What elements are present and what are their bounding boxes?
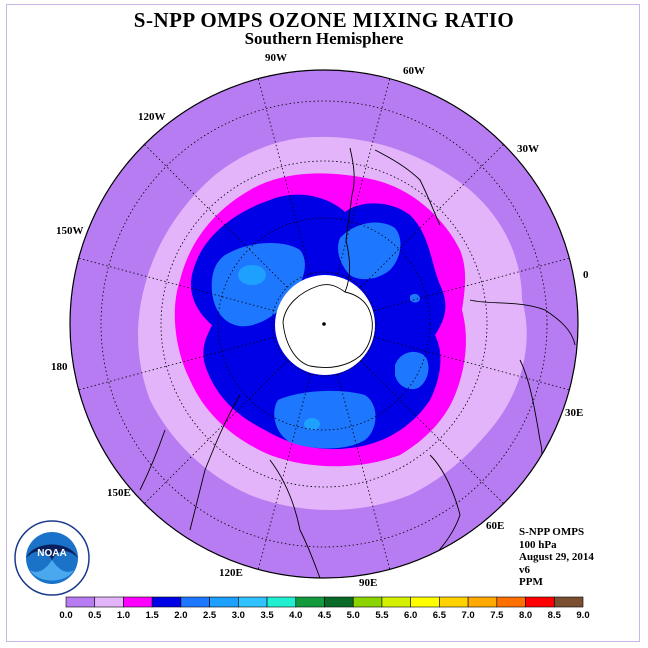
meridian-line <box>144 360 288 504</box>
meridian-line <box>374 257 570 311</box>
colorbar-tick-label: 5.0 <box>347 610 360 621</box>
lon-label-60e: 60E <box>486 520 504 532</box>
colorbar-tick-label: 9.0 <box>576 610 589 621</box>
colorbar-swatch <box>94 596 124 608</box>
colorbar-tick-label: 1.5 <box>146 610 160 621</box>
lon-label-150w: 150W <box>56 225 84 237</box>
colorbar-swatch <box>439 596 469 608</box>
colorbar-tick-label: 6.0 <box>404 610 417 621</box>
meridian-line <box>360 360 504 504</box>
noaa-logo-icon: NOAA <box>14 520 90 596</box>
colorbar-tick-label: 3.0 <box>232 610 245 621</box>
meridian-line <box>78 257 274 311</box>
info-block: S-NPP OMPS 100 hPa August 29, 2014 v6 PP… <box>519 526 594 589</box>
band-2.5-3.0-west <box>238 265 266 285</box>
meridians <box>78 78 570 570</box>
globe-outline <box>69 69 579 579</box>
lon-label-90w: 90W <box>265 52 287 64</box>
info-units: PPM <box>519 576 543 588</box>
colorbar-tick-label: 2.5 <box>203 610 217 621</box>
coastlines <box>139 147 576 578</box>
colorbar-tick-label: 0.5 <box>88 610 102 621</box>
colorbar-swatch <box>467 596 498 608</box>
colorbar-tick-label: 3.5 <box>260 610 274 621</box>
latitude-circles <box>100 100 548 548</box>
figure-frame <box>6 4 640 642</box>
lon-label-60w: 60W <box>403 65 425 77</box>
meridian-line <box>144 144 288 288</box>
meridian-line <box>78 337 274 391</box>
colorbar-swatch <box>180 596 210 608</box>
south-pole-marker <box>322 322 326 326</box>
colorbar-swatch <box>266 596 297 608</box>
meridian-line <box>337 374 391 570</box>
map-title: S-NPP OMPS OZONE MIXING RATIO <box>133 8 515 32</box>
lon-label-0: 0 <box>583 269 589 281</box>
colorbar: 0.0 0.5 1.0 1.5 2.0 2.5 3.0 3.5 4.0 4.5 5.0 5.5 6.0 6… <box>59 596 590 621</box>
info-date: August 29, 2014 <box>519 551 594 563</box>
info-instrument: S-NPP OMPS <box>519 526 585 538</box>
lon-label-30e: 30E <box>565 407 583 419</box>
colorbar-swatch <box>352 596 383 608</box>
colorbar-tick-label: 8.0 <box>519 610 532 621</box>
colorbar-swatch <box>151 596 182 608</box>
colorbar-tick-label: 4.0 <box>289 610 302 621</box>
lon-label-180: 180 <box>51 361 68 373</box>
band-2.0-2.5-east <box>395 351 429 390</box>
colorbar-swatch <box>238 596 268 608</box>
noaa-logo: NOAA <box>14 520 90 596</box>
colorbar-tick-label: 7.5 <box>490 610 504 621</box>
lon-label-120e: 120E <box>219 567 243 579</box>
lon-label-30w: 30W <box>517 143 539 155</box>
colorbar-tick-label: 7.0 <box>462 610 475 621</box>
colorbar-tick-label: 8.5 <box>548 610 562 621</box>
band-2.0-2.5-south <box>274 390 376 449</box>
colorbar-swatch <box>295 596 325 608</box>
colorbar-swatch <box>324 596 354 608</box>
map-subtitle: Southern Hemisphere <box>244 29 404 48</box>
info-version: v6 <box>519 563 530 576</box>
colorbar-tick-label: 5.5 <box>375 610 389 621</box>
colorbar-swatch <box>525 596 555 608</box>
colorbar-swatch <box>65 596 96 608</box>
colorbar-tick-label: 6.5 <box>433 610 447 621</box>
colorbar-swatch <box>496 596 526 608</box>
lon-label-90e: 90E <box>359 577 377 589</box>
colorbar-tick-label: 2.0 <box>174 610 187 621</box>
colorbar-tick-label: 1.0 <box>117 610 130 621</box>
meridian-line <box>360 144 504 288</box>
colorbar-swatch <box>553 596 584 608</box>
info-level: 100 hPa <box>519 538 557 551</box>
band-2.0-2.5-dot <box>410 293 420 303</box>
colorbar-tick-label: 0.0 <box>59 610 72 621</box>
colorbar-swatch <box>123 596 153 608</box>
meridian-line <box>374 337 570 391</box>
lon-label-120w: 120W <box>138 111 166 123</box>
meridian-line <box>337 78 391 274</box>
band-2.0-2.5-north <box>338 222 401 280</box>
colorbar-swatch <box>209 596 239 608</box>
colorbar-tick-label: 4.5 <box>318 610 332 621</box>
meridian-line <box>257 78 311 274</box>
band-2.5-3.0-south <box>304 418 320 430</box>
lon-label-150e: 150E <box>107 487 131 499</box>
svg-text:NOAA: NOAA <box>37 548 66 559</box>
colorbar-swatch <box>410 596 440 608</box>
meridian-line <box>257 374 311 570</box>
colorbar-swatch <box>381 596 411 608</box>
